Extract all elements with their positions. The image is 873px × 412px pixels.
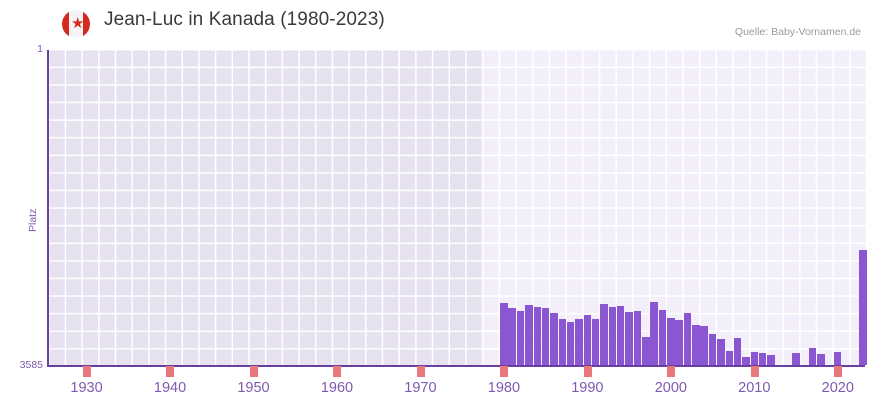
source-attribution: Quelle: Baby-Vornamen.de <box>734 26 861 38</box>
flag-right-band <box>83 10 90 38</box>
bar-1993[interactable] <box>608 307 617 365</box>
bar-2009[interactable] <box>742 357 750 365</box>
x-axis-tick-2000: 2000 <box>654 380 687 396</box>
bar-2010[interactable] <box>750 352 759 365</box>
x-axis-tick-mark-1990 <box>583 366 592 377</box>
y-axis-label: Platz <box>27 208 39 232</box>
bar-1980[interactable] <box>500 302 508 365</box>
x-axis-tick-mark-1930 <box>82 366 91 377</box>
x-axis-tick-1960: 1960 <box>320 380 354 396</box>
x-axis-tick-mark-1940 <box>166 366 175 377</box>
x-axis-tick-1940: 1940 <box>153 380 187 396</box>
bar-1997[interactable] <box>642 336 650 365</box>
bar-2001[interactable] <box>675 320 683 365</box>
x-axis-tick-1990: 1990 <box>571 380 604 396</box>
bar-2000[interactable] <box>667 317 675 365</box>
bar-2018[interactable] <box>817 353 825 365</box>
plot-area: Platz 1 3585 1930 1940 1950 1960 1970 1980 199… <box>20 43 867 396</box>
x-axis-tick-2020: 2020 <box>821 380 854 396</box>
x-axis-tick-mark-1970 <box>416 366 425 377</box>
bar-1996[interactable] <box>633 311 642 365</box>
bar-1985[interactable] <box>541 308 550 365</box>
bar-1990[interactable] <box>583 314 592 365</box>
x-axis-tick-1950: 1950 <box>237 380 270 396</box>
bar-2008[interactable] <box>733 338 742 365</box>
x-axis-tick-1930: 1930 <box>70 380 103 396</box>
flag-left-band <box>62 10 69 38</box>
bar-1999[interactable] <box>658 309 667 365</box>
bar-2020[interactable] <box>834 352 842 365</box>
bar-1987[interactable] <box>558 318 567 365</box>
x-axis-tick-mark-2000 <box>667 366 676 377</box>
x-axis-tick-mark-1960 <box>333 366 342 377</box>
bar-2007[interactable] <box>725 351 733 365</box>
bar-2002[interactable] <box>683 312 692 365</box>
canada-flag-icon: ★ <box>62 10 90 38</box>
x-axis-tick-1980: 1980 <box>487 380 521 396</box>
bar-1983[interactable] <box>525 305 533 365</box>
y-axis-tick-bottom: 3585 <box>19 359 43 371</box>
x-axis-tick-mark-1950 <box>249 366 258 377</box>
bar-2003[interactable] <box>692 324 700 365</box>
x-axis-tick-1970: 1970 <box>404 380 437 396</box>
bar-2004[interactable] <box>700 326 708 365</box>
x-axis-tick-mark-2010 <box>750 366 759 377</box>
x-axis-tick-mark-2020 <box>834 366 842 377</box>
page-title: Jean-Luc in Kanada (1980-2023) <box>104 9 385 30</box>
y-axis-tick-top: 1 <box>37 43 43 55</box>
bar-2017[interactable] <box>808 348 817 365</box>
bar-1984[interactable] <box>533 307 541 365</box>
bar-series <box>49 50 867 365</box>
bar-2005[interactable] <box>708 333 717 365</box>
bar-2023[interactable] <box>859 250 867 365</box>
maple-leaf-icon: ★ <box>71 15 85 32</box>
bar-1995[interactable] <box>625 312 633 365</box>
bar-1986[interactable] <box>550 313 558 365</box>
bar-1991[interactable] <box>591 319 600 365</box>
bar-1988[interactable] <box>566 321 575 365</box>
bar-2015[interactable] <box>792 353 800 365</box>
bar-1992[interactable] <box>600 304 608 365</box>
bar-2006[interactable] <box>717 338 725 365</box>
bar-1994[interactable] <box>616 306 625 365</box>
bar-1982[interactable] <box>516 311 525 365</box>
bar-2012[interactable] <box>767 354 775 365</box>
x-axis-tick-mark-1980 <box>500 366 509 377</box>
bar-2011[interactable] <box>758 353 767 365</box>
x-axis-tick-2010: 2010 <box>738 380 771 396</box>
bar-1998[interactable] <box>650 302 658 365</box>
chart-header: ★ Jean-Luc in Kanada (1980-2023) Quelle:… <box>0 0 873 48</box>
bar-1981[interactable] <box>508 307 516 365</box>
bar-1989[interactable] <box>575 318 583 365</box>
